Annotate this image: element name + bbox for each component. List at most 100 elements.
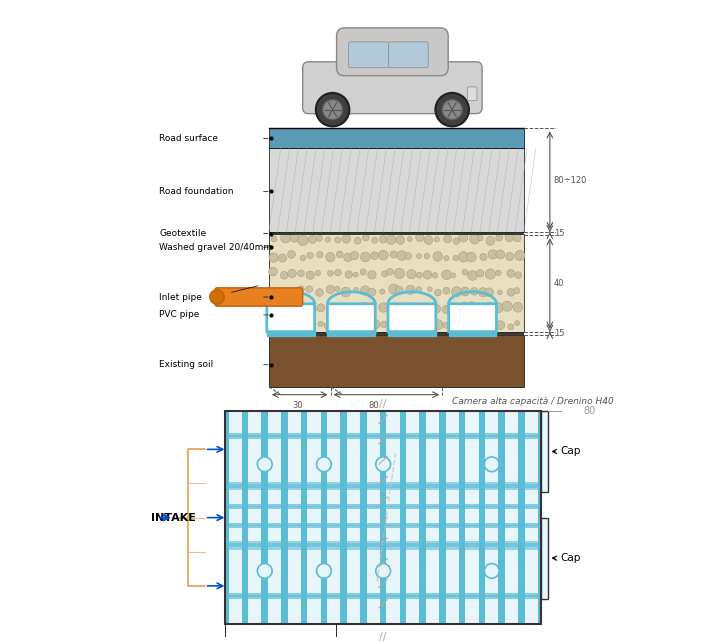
Circle shape: [443, 322, 448, 328]
Circle shape: [317, 235, 322, 241]
Circle shape: [436, 93, 469, 127]
Circle shape: [281, 288, 289, 296]
Bar: [403, 411, 406, 624]
Bar: [383, 411, 386, 624]
Circle shape: [476, 269, 484, 277]
Bar: [265, 411, 268, 624]
Circle shape: [433, 320, 443, 330]
Circle shape: [300, 255, 306, 261]
Text: //: //: [379, 399, 386, 409]
Circle shape: [485, 302, 493, 311]
Circle shape: [479, 303, 486, 310]
Circle shape: [342, 234, 351, 243]
Circle shape: [317, 304, 325, 312]
Circle shape: [416, 272, 422, 278]
Circle shape: [306, 285, 313, 293]
Bar: [245, 411, 248, 624]
Circle shape: [290, 233, 299, 242]
Circle shape: [390, 323, 396, 329]
Bar: [225, 482, 541, 488]
Bar: [225, 595, 541, 599]
Bar: [242, 411, 245, 624]
Circle shape: [461, 287, 470, 296]
Circle shape: [399, 303, 406, 311]
Bar: [225, 541, 541, 547]
Circle shape: [458, 233, 468, 242]
Circle shape: [316, 289, 324, 296]
Circle shape: [418, 306, 423, 311]
Circle shape: [480, 253, 487, 260]
Circle shape: [427, 287, 432, 292]
Text: Cap: Cap: [553, 553, 581, 563]
Circle shape: [433, 305, 441, 313]
Circle shape: [360, 269, 366, 275]
Text: Geotextile: Geotextile: [159, 229, 206, 238]
Circle shape: [416, 233, 424, 242]
Circle shape: [496, 250, 505, 259]
Circle shape: [442, 100, 462, 120]
Bar: [269, 232, 524, 235]
FancyBboxPatch shape: [327, 303, 375, 332]
Circle shape: [371, 252, 379, 260]
Circle shape: [354, 272, 359, 277]
Circle shape: [496, 270, 501, 276]
FancyBboxPatch shape: [349, 42, 389, 68]
Circle shape: [325, 237, 330, 242]
Circle shape: [484, 457, 499, 472]
Bar: [462, 411, 466, 624]
Circle shape: [281, 233, 291, 243]
Text: Inlet pipe: Inlet pipe: [159, 293, 202, 302]
Text: Camera alta capacità / Drenino H40: Camera alta capacità / Drenino H40: [452, 397, 614, 406]
Circle shape: [513, 302, 523, 312]
Circle shape: [334, 322, 344, 332]
Circle shape: [513, 287, 520, 294]
Circle shape: [326, 285, 334, 294]
Bar: [482, 411, 485, 624]
Text: Road surface: Road surface: [159, 134, 218, 143]
FancyBboxPatch shape: [389, 42, 429, 68]
Circle shape: [478, 287, 488, 297]
Bar: [518, 411, 521, 624]
Circle shape: [280, 271, 288, 279]
Circle shape: [316, 93, 349, 127]
Bar: [225, 593, 541, 597]
Bar: [225, 506, 541, 509]
Circle shape: [308, 235, 317, 244]
Circle shape: [484, 563, 499, 578]
Circle shape: [288, 321, 294, 327]
Bar: [225, 411, 541, 624]
Circle shape: [345, 271, 352, 278]
Circle shape: [451, 287, 461, 297]
Circle shape: [334, 286, 340, 291]
Circle shape: [486, 269, 496, 279]
Bar: [541, 518, 548, 599]
Text: INTAKE: INTAKE: [151, 512, 196, 523]
Circle shape: [416, 287, 421, 293]
Circle shape: [337, 251, 343, 258]
Circle shape: [470, 234, 480, 244]
Circle shape: [468, 319, 478, 329]
Circle shape: [451, 273, 456, 278]
Bar: [439, 411, 442, 624]
Circle shape: [352, 322, 360, 331]
Bar: [541, 411, 548, 492]
Bar: [388, 331, 436, 336]
Circle shape: [271, 236, 277, 242]
Circle shape: [287, 251, 295, 258]
Circle shape: [434, 237, 439, 242]
Bar: [364, 411, 366, 624]
Bar: [459, 411, 462, 624]
Circle shape: [368, 288, 376, 296]
Bar: [269, 332, 524, 335]
Text: 80: 80: [369, 401, 379, 410]
Circle shape: [444, 256, 449, 261]
Text: Road foundation: Road foundation: [159, 187, 234, 196]
Bar: [225, 525, 541, 529]
Circle shape: [386, 268, 394, 275]
Circle shape: [341, 287, 351, 297]
Circle shape: [354, 287, 359, 293]
Circle shape: [334, 237, 341, 243]
Circle shape: [432, 273, 438, 278]
Circle shape: [462, 269, 468, 275]
Circle shape: [298, 235, 308, 246]
